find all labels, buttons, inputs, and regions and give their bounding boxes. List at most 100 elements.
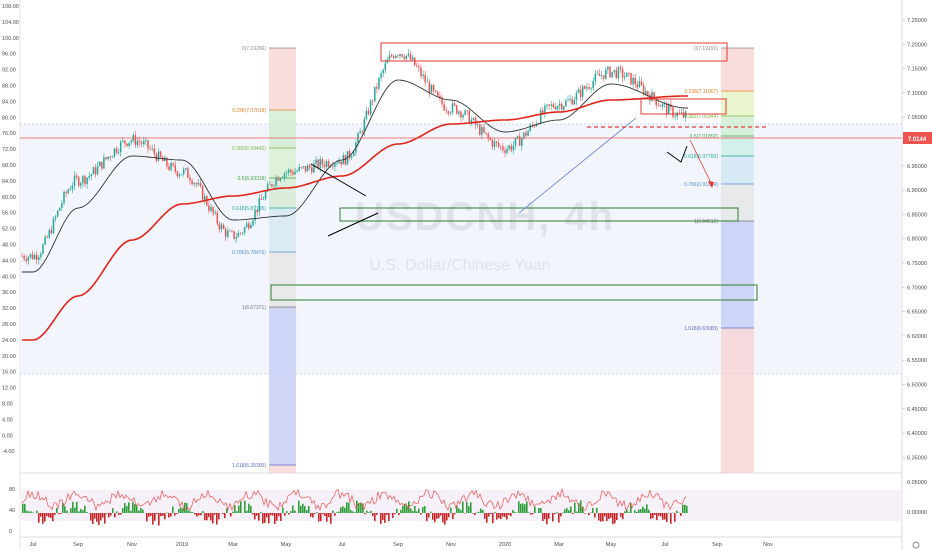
candle-body — [380, 73, 382, 78]
candle-body — [91, 174, 93, 176]
osc-bar — [666, 513, 668, 522]
candle-body — [584, 86, 586, 88]
osc-bar — [514, 512, 516, 513]
osc-bar — [598, 513, 600, 520]
fib-left-label: 0.618(6.87195) — [232, 206, 266, 212]
osc-bar — [298, 501, 300, 513]
osc-bar — [364, 513, 366, 514]
fib-right-label: 0.236(7.11007) — [684, 89, 718, 95]
candle-body — [374, 87, 376, 101]
right-axis-tick: 6.55000 — [907, 358, 927, 364]
candle-body — [622, 69, 624, 78]
osc-bar — [674, 513, 676, 522]
osc-bar — [658, 513, 660, 516]
osc-bar — [438, 513, 440, 518]
osc-bar — [164, 513, 166, 519]
candle-body — [170, 163, 172, 170]
candle-body — [57, 211, 59, 217]
osc-bar — [142, 510, 144, 513]
candle-body — [250, 225, 252, 228]
candle-body — [42, 244, 44, 253]
osc-bar — [610, 513, 612, 518]
candle-body — [660, 106, 662, 107]
osc-bar — [640, 509, 642, 513]
price-badge: 7.0144 — [908, 137, 927, 143]
osc-bar — [192, 512, 194, 513]
osc-bar — [128, 502, 130, 513]
candle-body — [494, 142, 496, 147]
candle-body — [681, 112, 683, 113]
osc-bar — [326, 513, 328, 522]
osc-bar — [64, 506, 66, 513]
osc-bar — [330, 513, 332, 524]
osc-bar — [446, 513, 448, 520]
osc-bar — [552, 513, 554, 521]
osc-bar — [458, 508, 460, 513]
osc-bar — [554, 513, 556, 514]
osc-bar — [544, 513, 546, 519]
candle-body — [582, 86, 584, 97]
candle-body — [515, 138, 517, 145]
candle-body — [233, 231, 235, 239]
right-axis-tick: 7.10000 — [907, 91, 927, 97]
candle-body — [370, 101, 372, 115]
left-axis-tick: 52.00 — [2, 227, 16, 233]
candle-body — [550, 104, 552, 105]
osc-bar — [426, 513, 428, 521]
candle-body — [210, 207, 212, 211]
candle-body — [403, 57, 405, 59]
osc-bar — [260, 512, 262, 513]
candle-body — [676, 113, 678, 117]
candle-body — [97, 166, 99, 174]
candle-body — [256, 210, 258, 212]
fib-left-zone-6 — [269, 307, 296, 465]
candle-body — [324, 164, 326, 166]
osc-bar — [308, 506, 310, 513]
candle-body — [80, 183, 82, 186]
candle-body — [74, 176, 76, 186]
time-axis-label: May — [281, 542, 292, 548]
osc-bar — [336, 512, 338, 513]
candle-body — [271, 184, 273, 186]
candle-body — [460, 111, 462, 117]
candle-body — [569, 99, 571, 100]
osc-bar — [258, 513, 260, 521]
candle-body — [246, 223, 248, 227]
candle-body — [332, 166, 334, 167]
osc-bar — [434, 513, 436, 522]
time-axis-label: Nov — [446, 542, 456, 548]
candle-body — [128, 143, 130, 146]
fib-right-label: 0.382(7.05944) — [684, 114, 718, 120]
osc-bar — [570, 507, 572, 513]
osc-bar — [600, 513, 602, 522]
osc-bar — [602, 513, 604, 521]
osc-bar — [284, 513, 286, 516]
candle-body — [578, 89, 580, 92]
osc-bar — [110, 513, 112, 516]
osc-bar — [30, 511, 32, 513]
osc-bar — [332, 511, 334, 513]
osc-bar — [22, 504, 24, 513]
candle-body — [109, 157, 111, 158]
candle-body — [626, 73, 628, 77]
candle-body — [177, 171, 179, 176]
candle-body — [23, 256, 25, 259]
osc-bar — [472, 513, 474, 514]
osc-bar — [122, 508, 124, 513]
candle-body — [301, 167, 303, 168]
osc-bar — [624, 511, 626, 513]
range-band — [20, 124, 902, 374]
osc-bar — [78, 511, 80, 513]
candle-body — [351, 156, 353, 158]
candle-body — [469, 111, 471, 124]
osc-left-tick: 80 — [9, 487, 15, 493]
candle-body — [595, 74, 597, 81]
osc-bar — [346, 502, 348, 513]
osc-bar — [70, 508, 72, 513]
candle-body — [424, 75, 426, 83]
right-axis-tick: 6.95000 — [907, 164, 927, 170]
candle-body — [406, 56, 408, 59]
osc-bar — [134, 504, 136, 513]
osc-bar — [528, 512, 530, 513]
candle-body — [59, 208, 61, 211]
